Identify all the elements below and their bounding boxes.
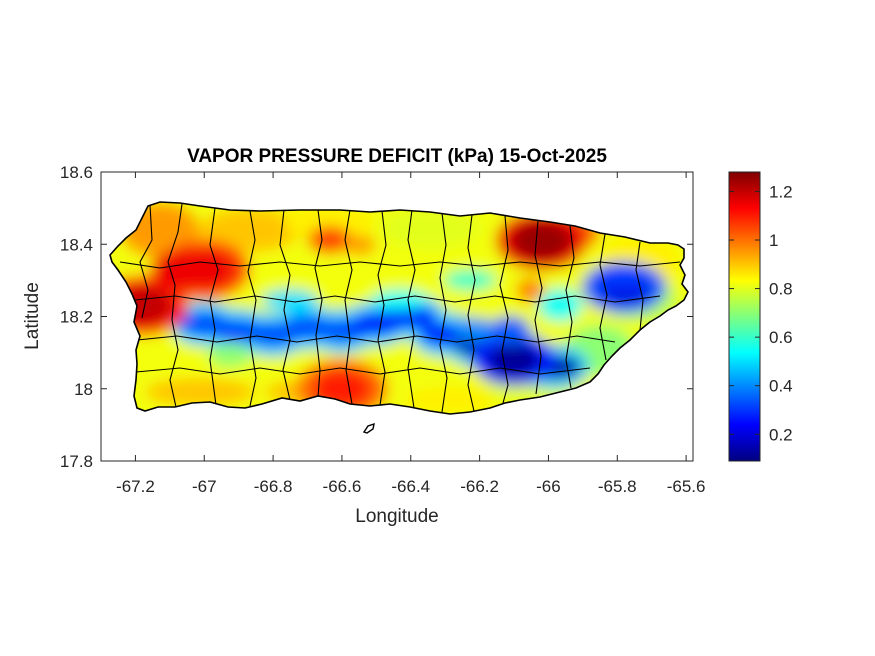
x-tick-label: -67 — [192, 477, 217, 496]
municipality-boundary — [119, 261, 681, 269]
x-tick-label: -65.6 — [667, 477, 706, 496]
municipality-boundary — [635, 241, 644, 331]
colorbar-tick-label: 0.2 — [769, 425, 793, 444]
colorbar-tick-label: 0.8 — [769, 280, 793, 299]
field-detail — [516, 278, 544, 302]
colorbar-ticks: 0.2 0.4 0.6 0.8 1 1.2 — [729, 182, 793, 444]
x-tick-label: -66 — [536, 477, 561, 496]
x-tick-label: -66.2 — [460, 477, 499, 496]
x-tick-label: -66.6 — [323, 477, 362, 496]
field-detail — [150, 250, 210, 290]
y-tick-label: 18.4 — [60, 235, 93, 254]
y-axis: 17.8 18 18.2 18.4 18.6 — [60, 163, 693, 471]
municipality-boundary — [344, 209, 353, 405]
colorbar-tick-label: 1 — [769, 231, 778, 250]
municipality-boundary — [407, 209, 416, 409]
field-detail — [592, 270, 648, 290]
x-axis: -67.2 -67 -66.8 -66.6 -66.4 -66.2 -66 -65.8 -65.… — [116, 172, 705, 496]
municipality-boundary — [167, 203, 183, 408]
colorbar-ramp — [728, 171, 761, 462]
x-tick-label: -66.8 — [254, 477, 293, 496]
x-axis-label: Longitude — [355, 506, 438, 527]
municipality-boundary — [134, 295, 661, 303]
x-tick-label: -67.2 — [116, 477, 155, 496]
municipality-boundary — [247, 210, 257, 407]
x-tick-label: -66.4 — [391, 477, 430, 496]
y-tick-label: 18 — [74, 380, 93, 399]
municipality-boundary — [439, 212, 448, 413]
islet-outline — [362, 422, 375, 434]
field-detail — [208, 343, 252, 367]
field-detail — [372, 290, 428, 310]
field-detail — [262, 290, 318, 310]
municipality-boundary — [136, 335, 616, 343]
y-tick-label: 18.6 — [60, 163, 93, 182]
colorbar-tick-label: 0.6 — [769, 328, 793, 347]
colorbar-tick-label: 0.4 — [769, 377, 793, 396]
field-patch — [145, 378, 255, 406]
municipality-boundary — [499, 215, 509, 404]
y-axis-label: Latitude — [22, 282, 43, 350]
colorbar: 0.2 0.4 0.6 0.8 1 1.2 — [728, 171, 793, 462]
field-detail — [444, 270, 496, 290]
field-patch — [285, 204, 375, 240]
chart-title: VAPOR PRESSURE DEFICIT (kPa) 15-Oct-2025 — [187, 146, 607, 167]
field-feature — [511, 221, 572, 261]
municipality-boundary — [377, 210, 387, 406]
field-detail — [344, 235, 376, 255]
x-tick-label: -65.8 — [598, 477, 637, 496]
field-patch — [200, 208, 300, 252]
municipality-boundary — [279, 209, 291, 401]
municipality-boundary — [534, 220, 543, 395]
municipality-boundary — [599, 233, 608, 361]
colorbar-tick-label: 1.2 — [769, 182, 793, 201]
municipality-boundaries — [119, 203, 681, 413]
y-tick-label: 17.8 — [60, 452, 93, 471]
island-outline — [109, 201, 689, 415]
plot-area — [100, 171, 694, 462]
field-feature — [488, 342, 541, 377]
municipality-boundary — [314, 209, 323, 398]
field-detail — [308, 226, 352, 254]
municipality-boundary — [565, 225, 575, 389]
municipality-boundary — [135, 367, 591, 375]
municipality-boundary — [209, 207, 219, 406]
vpd-field — [110, 202, 688, 414]
field-patch — [380, 208, 480, 248]
municipality-boundary — [467, 214, 476, 412]
field-detail — [453, 318, 497, 342]
y-tick-label: 18.2 — [60, 308, 93, 327]
field-detail — [538, 289, 582, 321]
